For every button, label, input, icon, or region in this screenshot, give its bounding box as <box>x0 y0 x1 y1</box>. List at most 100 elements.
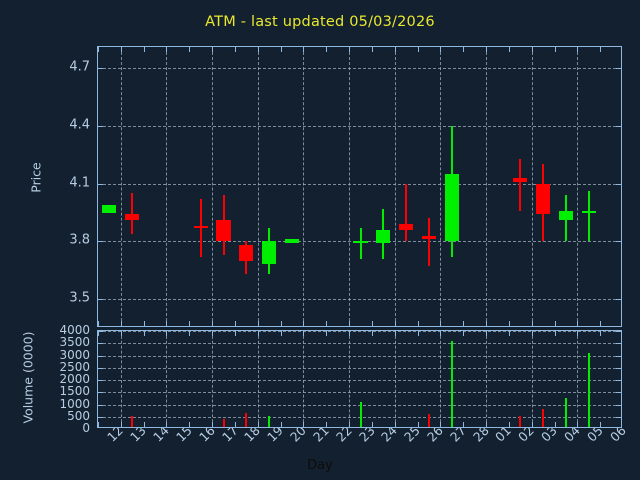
volume-axis-tick <box>417 331 419 336</box>
volume-axis-tick <box>189 422 191 427</box>
volume-gridline <box>98 343 621 345</box>
volume-bar <box>427 414 430 427</box>
volume-axis-tick <box>326 422 328 427</box>
candle-body <box>193 225 208 228</box>
volume-axis-tick <box>98 331 103 332</box>
price-axis-tick <box>616 241 621 243</box>
price-gridline <box>303 47 305 326</box>
price-axis-tick <box>531 321 533 326</box>
volume-axis-tick <box>394 422 396 427</box>
volume-gridline <box>303 331 305 427</box>
price-axis-tick <box>349 47 351 52</box>
price-axis-tick <box>616 125 621 127</box>
volume-bar <box>519 415 522 427</box>
volume-axis-tick <box>280 331 282 336</box>
volume-axis-tick <box>212 422 214 427</box>
price-axis-tick <box>280 47 282 52</box>
candle-body <box>581 210 596 213</box>
price-axis-tick <box>143 321 145 326</box>
price-axis-tick <box>143 47 145 52</box>
candle-body <box>102 204 117 213</box>
volume-axis-tick <box>234 331 236 336</box>
volume-axis-tick <box>577 331 579 336</box>
volume-axis-tick <box>166 422 168 427</box>
page-title: ATM - last updated 05/03/2026 <box>205 14 435 30</box>
price-axis-tick <box>508 47 510 52</box>
volume-axis-tick <box>616 392 621 394</box>
price-tick-label: 4.1 <box>69 175 90 191</box>
price-axis-tick <box>463 47 465 52</box>
volume-tick-label: 3500 <box>59 335 90 350</box>
volume-axis-tick <box>257 331 259 336</box>
volume-gridline <box>98 355 621 357</box>
volume-axis-tick <box>326 331 328 336</box>
candle-body <box>125 214 140 221</box>
volume-axis-tick <box>98 343 103 345</box>
volume-bar <box>450 341 453 427</box>
price-axis-tick <box>577 321 579 326</box>
price-axis-tick <box>98 183 103 185</box>
price-axis-tick <box>257 47 259 52</box>
price-axis-tick <box>98 68 103 70</box>
candle-wick <box>427 218 430 267</box>
price-axis-tick <box>234 321 236 326</box>
candle-body <box>421 235 437 240</box>
volume-axis-tick <box>98 416 103 418</box>
price-gridline <box>531 47 533 326</box>
price-axis-tick <box>326 321 328 326</box>
candle-wick <box>587 191 590 242</box>
candle-wick <box>405 183 408 242</box>
volume-axis-tick <box>577 422 579 427</box>
price-gridline <box>257 47 259 326</box>
candle-body <box>262 241 277 265</box>
volume-bar <box>564 397 567 427</box>
volume-gridline <box>212 331 214 427</box>
candle-body <box>444 174 459 242</box>
volume-axis-tick <box>554 422 556 427</box>
volume-axis-tick <box>371 422 373 427</box>
volume-axis-tick <box>600 422 602 427</box>
price-axis-tick <box>616 68 621 70</box>
price-axis-tick <box>531 47 533 52</box>
price-tick-label: 4.7 <box>69 59 90 75</box>
volume-bar <box>542 408 545 427</box>
price-axis-tick <box>417 321 419 326</box>
volume-axis-tick <box>600 331 602 336</box>
candle-body <box>399 224 414 230</box>
price-axis-tick <box>303 321 305 326</box>
volume-axis-tick <box>440 331 442 336</box>
volume-gridline <box>166 331 168 427</box>
price-gridline <box>120 47 122 326</box>
volume-plot-area <box>97 330 622 428</box>
price-axis-tick <box>189 321 191 326</box>
volume-bar <box>131 416 134 427</box>
volume-gridline <box>98 367 621 369</box>
volume-gridline <box>98 380 621 381</box>
price-axis-tick <box>280 321 282 326</box>
candle-body <box>284 239 300 244</box>
volume-axis-tick <box>349 331 351 336</box>
price-axis-tick <box>303 47 305 52</box>
price-gridline <box>577 47 579 326</box>
price-axis-tick <box>486 321 488 326</box>
price-axis-tick <box>600 321 602 326</box>
volume-gridline <box>349 331 351 427</box>
volume-axis-tick <box>143 422 145 427</box>
volume-tick-label: 3000 <box>59 347 90 362</box>
volume-axis-tick <box>98 380 103 381</box>
volume-axis-tick <box>417 422 419 427</box>
price-axis-tick <box>98 125 103 127</box>
volume-axis-tick <box>212 331 214 336</box>
volume-bar <box>245 413 248 427</box>
volume-axis-tick <box>486 422 488 427</box>
volume-axis-tick <box>257 422 259 427</box>
price-plot-area <box>97 46 622 327</box>
candle-body <box>513 177 528 182</box>
price-tick-label: 4.4 <box>69 117 90 133</box>
volume-tick-label: 2000 <box>59 372 90 386</box>
price-axis-tick <box>508 321 510 326</box>
price-axis-tick <box>394 321 396 326</box>
price-gridline <box>440 47 442 326</box>
price-axis-tick <box>463 321 465 326</box>
price-axis-tick <box>554 47 556 52</box>
